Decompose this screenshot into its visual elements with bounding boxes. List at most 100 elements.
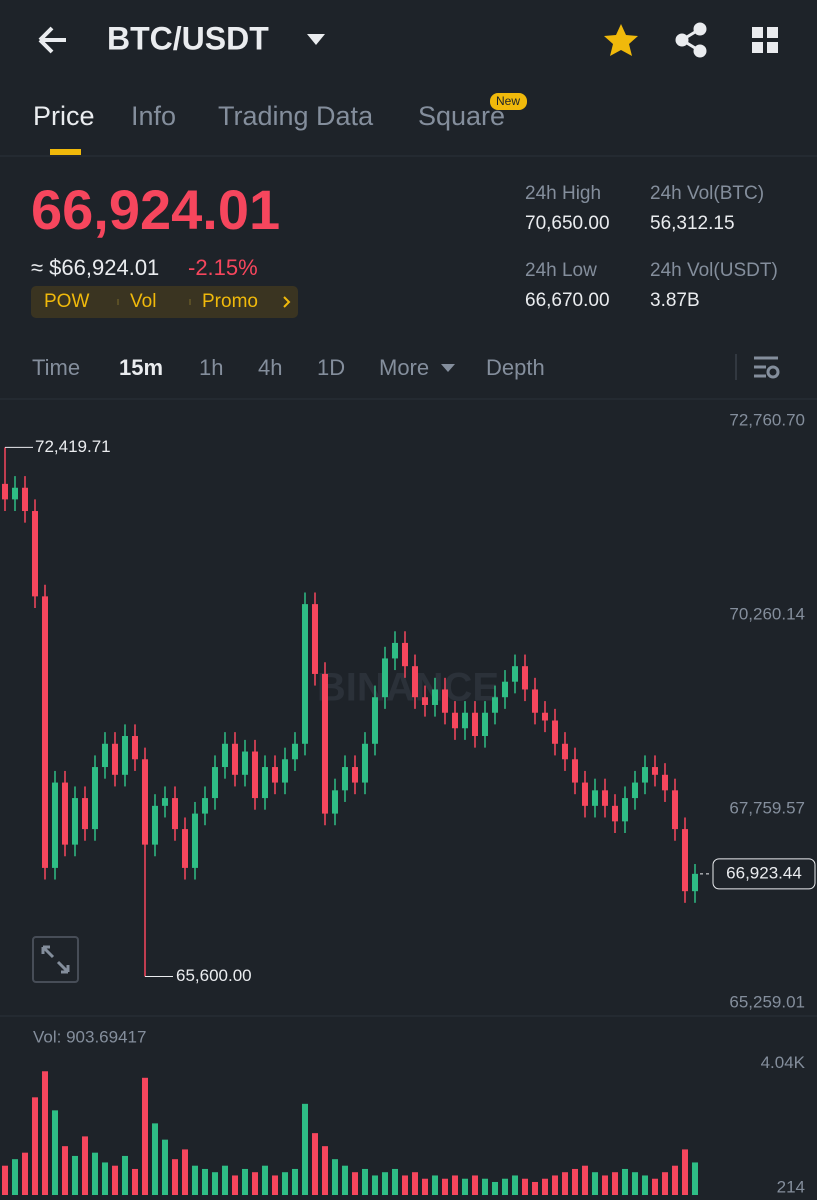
candle-body bbox=[102, 743, 108, 768]
interval-tab[interactable]: 1D bbox=[317, 355, 345, 380]
volume-bar bbox=[142, 1077, 148, 1195]
tag-bar[interactable] bbox=[31, 286, 298, 318]
candle-body bbox=[172, 798, 178, 830]
tag-chevron bbox=[283, 296, 291, 308]
candle-body bbox=[372, 697, 378, 744]
candle-body bbox=[262, 767, 268, 799]
candle-body bbox=[692, 873, 698, 892]
pair-title[interactable]: BTC/USDT bbox=[107, 20, 269, 56]
tag[interactable]: Promo bbox=[202, 291, 258, 312]
stat-value: 70,650.00 bbox=[525, 213, 610, 234]
stat-value: 56,312.15 bbox=[650, 213, 735, 234]
volume-bar bbox=[192, 1165, 198, 1195]
candle-body bbox=[312, 604, 318, 674]
share-button[interactable] bbox=[675, 22, 707, 58]
candle-body bbox=[442, 689, 448, 713]
candle-body bbox=[512, 666, 518, 682]
volume-bar bbox=[612, 1172, 618, 1195]
volume-bar bbox=[42, 1071, 48, 1195]
volume-bar bbox=[592, 1172, 598, 1195]
back-button[interactable] bbox=[38, 26, 66, 54]
volume-bar bbox=[132, 1168, 138, 1195]
volume-bar bbox=[212, 1172, 218, 1195]
candle-body bbox=[422, 697, 428, 705]
candle-body bbox=[182, 829, 188, 868]
tab[interactable]: Info bbox=[131, 101, 176, 131]
candle-body bbox=[252, 751, 258, 799]
interval-tab[interactable]: Depth bbox=[486, 355, 545, 380]
candle-body bbox=[492, 697, 498, 713]
y-tick-label: 4.04K bbox=[761, 1053, 806, 1072]
last-price-label: 66,923.44 bbox=[726, 863, 802, 882]
low-label: 65,600.00 bbox=[176, 966, 252, 985]
tab[interactable]: Price bbox=[33, 101, 95, 131]
tag[interactable]: POW bbox=[44, 291, 89, 312]
stat-value: 3.87B bbox=[650, 290, 700, 311]
candle-body bbox=[32, 511, 38, 597]
candle-body bbox=[282, 759, 288, 783]
volume-bar bbox=[522, 1178, 528, 1195]
candle-body bbox=[522, 666, 528, 690]
candle-body bbox=[232, 743, 238, 775]
candle-body bbox=[412, 666, 418, 698]
volume-bar bbox=[602, 1175, 608, 1195]
volume-bar bbox=[442, 1178, 448, 1195]
candle-body bbox=[212, 767, 218, 799]
tab[interactable]: Trading Data bbox=[218, 101, 374, 131]
stat-label: 24h High bbox=[525, 183, 601, 204]
tab-underline bbox=[50, 149, 81, 155]
candle-body bbox=[642, 767, 648, 783]
candle-body bbox=[322, 673, 328, 814]
candle-body bbox=[672, 790, 678, 830]
interval-tab[interactable]: 15m bbox=[119, 355, 163, 380]
price-change: -2.15% bbox=[188, 255, 258, 280]
candle-body bbox=[352, 767, 358, 783]
last-price-box bbox=[712, 858, 816, 890]
volume-bar bbox=[222, 1165, 228, 1195]
interval-tab[interactable]: 4h bbox=[258, 355, 282, 380]
volume-bar bbox=[232, 1175, 238, 1195]
candle-body bbox=[402, 642, 408, 667]
volume-bar bbox=[582, 1165, 588, 1195]
candle-body bbox=[192, 813, 198, 868]
expand-button[interactable] bbox=[32, 936, 79, 983]
volume-bar bbox=[82, 1136, 88, 1195]
candle-body bbox=[622, 798, 628, 822]
candle-body bbox=[272, 767, 278, 783]
grid-button[interactable] bbox=[752, 27, 778, 53]
candle-body bbox=[652, 767, 658, 775]
candle-body bbox=[362, 743, 368, 783]
interval-tab[interactable]: 1h bbox=[199, 355, 223, 380]
candle-body bbox=[502, 681, 508, 698]
volume-bar bbox=[122, 1155, 128, 1195]
interval-tab[interactable]: More bbox=[379, 355, 429, 380]
candle-body bbox=[432, 689, 438, 705]
volume-bar bbox=[562, 1172, 568, 1195]
candle-body bbox=[72, 798, 78, 845]
volume-title: Vol: 903.69417 bbox=[33, 1027, 146, 1046]
candle-body bbox=[452, 712, 458, 729]
candle-body bbox=[222, 743, 228, 768]
tab[interactable]: Square bbox=[418, 101, 505, 131]
volume-bar bbox=[172, 1159, 178, 1195]
chart-settings[interactable] bbox=[754, 356, 780, 379]
volume-bar bbox=[682, 1149, 688, 1195]
volume-bar bbox=[162, 1139, 168, 1195]
volume-bar bbox=[412, 1172, 418, 1195]
volume-bar bbox=[532, 1181, 538, 1195]
volume-bar bbox=[312, 1133, 318, 1195]
volume-bar bbox=[112, 1165, 118, 1195]
more-caret bbox=[441, 364, 455, 372]
y-tick-label: 72,760.70 bbox=[729, 410, 805, 429]
tag[interactable]: Vol bbox=[130, 291, 156, 312]
volume-bar bbox=[552, 1175, 558, 1195]
favorite-star[interactable] bbox=[604, 24, 638, 56]
stat-value: 66,670.00 bbox=[525, 290, 610, 311]
interval-tab[interactable]: Time bbox=[32, 355, 80, 380]
candle-body bbox=[542, 712, 548, 721]
volume-bar bbox=[342, 1165, 348, 1195]
pair-dropdown[interactable] bbox=[307, 34, 325, 45]
fiat-price: ≈ $66,924.01 bbox=[31, 255, 159, 280]
volume-bar bbox=[662, 1172, 668, 1195]
candle-body bbox=[242, 751, 248, 775]
